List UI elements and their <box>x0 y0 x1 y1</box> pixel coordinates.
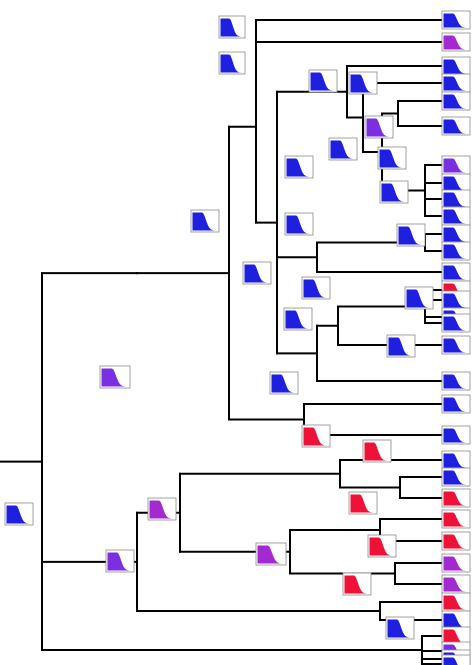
tip-state-icon <box>441 450 471 470</box>
tip-state-icon <box>441 335 471 355</box>
node-state-icon <box>218 51 246 75</box>
tip-state-icon <box>441 206 471 226</box>
node-state-icon <box>301 276 331 300</box>
node-state-icon <box>242 261 272 285</box>
tip-state-icon <box>441 73 471 93</box>
tip-state-icon <box>441 371 471 391</box>
tip-state-icon <box>441 574 471 594</box>
node-state-icon <box>385 616 415 640</box>
node-state-icon <box>147 497 177 521</box>
node-state-icon <box>190 209 220 233</box>
node-state-icon <box>255 542 287 566</box>
node-state-icon <box>308 69 338 93</box>
node-state-icon <box>218 15 246 39</box>
node-state-icon <box>301 424 331 448</box>
tip-state-icon <box>441 189 471 209</box>
node-state-icon <box>4 502 34 526</box>
node-state-icon <box>342 572 372 596</box>
tip-state-icon <box>441 592 471 612</box>
tip-state-icon <box>441 553 471 573</box>
tip-state-icon <box>441 467 471 487</box>
tip-state-icon <box>441 654 471 665</box>
node-state-icon <box>377 146 407 170</box>
tip-state-icon <box>441 610 471 630</box>
node-state-icon <box>269 371 299 395</box>
tip-state-icon <box>441 91 471 111</box>
tip-state-icon <box>441 155 471 175</box>
tip-state-icon <box>441 394 471 414</box>
tip-state-icon <box>441 173 471 193</box>
node-state-icon <box>283 307 313 331</box>
node-state-icon <box>105 549 135 573</box>
tip-state-icon <box>441 488 471 508</box>
tip-state-icon <box>441 262 471 282</box>
node-state-icon <box>328 137 358 161</box>
tree-branches <box>0 19 443 665</box>
tip-state-icon <box>441 116 471 136</box>
tip-state-icon <box>441 224 471 244</box>
node-state-icon <box>379 180 409 204</box>
tip-state-icon <box>441 509 471 529</box>
tip-state-icon <box>441 10 471 30</box>
tip-state-icon <box>441 531 471 551</box>
tip-state-icon <box>441 290 471 310</box>
node-state-icon <box>348 71 378 95</box>
node-state-icon <box>386 334 416 358</box>
node-state-icon <box>99 365 131 389</box>
tip-state-icon <box>441 56 471 76</box>
ancestral-state-icons <box>4 15 434 640</box>
node-state-icon <box>348 491 378 515</box>
node-state-icon <box>364 115 394 139</box>
tip-state-icon <box>441 241 471 261</box>
tip-state-icon <box>441 313 471 333</box>
tip-state-icons <box>441 10 471 665</box>
node-state-icon <box>396 223 426 247</box>
node-state-icon <box>404 286 434 310</box>
node-state-icon <box>284 155 314 179</box>
node-state-icon <box>284 212 314 236</box>
node-state-icon <box>367 534 397 558</box>
tip-state-icon <box>441 425 471 445</box>
node-state-icon <box>362 439 392 463</box>
tip-state-icon <box>441 32 471 52</box>
